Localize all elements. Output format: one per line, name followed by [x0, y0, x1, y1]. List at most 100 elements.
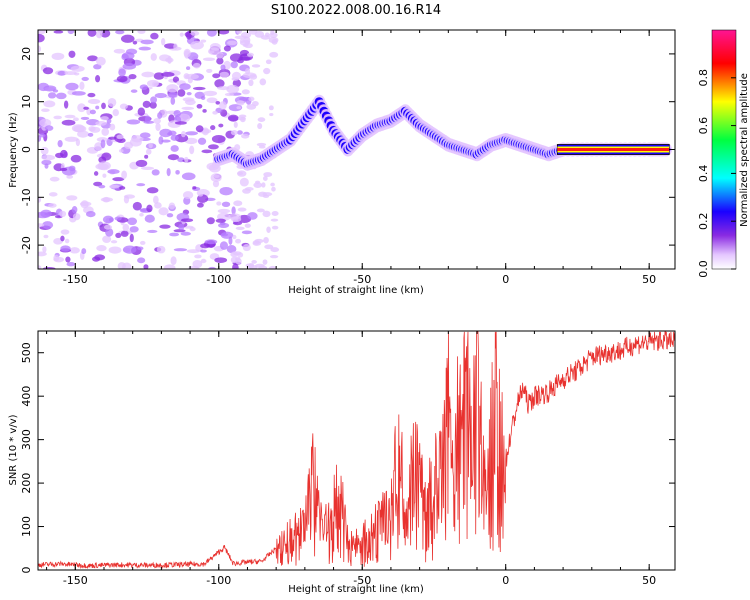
noise-blob	[96, 245, 107, 252]
noise-blob	[59, 210, 67, 218]
noise-blob	[170, 256, 177, 266]
noise-blob	[57, 70, 66, 76]
noise-blob	[87, 98, 101, 105]
noise-blob	[61, 119, 76, 126]
noise-blob	[60, 235, 65, 242]
noise-blob	[38, 33, 45, 43]
noise-blob	[100, 139, 106, 149]
noise-blob	[110, 240, 118, 244]
noise-blob	[38, 251, 47, 257]
noise-blob	[89, 126, 101, 133]
spectrogram-y-axis-label: Frequency (Hz)	[8, 112, 19, 188]
noise-blob	[180, 218, 194, 223]
x-tick-label: -150	[63, 574, 88, 587]
noise-blob	[103, 224, 113, 230]
noise-blob	[186, 249, 200, 254]
noise-blob	[170, 145, 179, 152]
noise-blob	[204, 239, 218, 245]
noise-blob	[182, 191, 194, 200]
noise-blob	[232, 221, 243, 226]
colorbar-label: Normalized spectral amplitude	[739, 73, 750, 227]
noise-blob	[173, 43, 178, 50]
noise-blob	[241, 89, 250, 95]
noise-blob	[41, 108, 50, 112]
noise-blob	[265, 59, 272, 65]
noise-blob	[206, 97, 218, 104]
noise-blob	[127, 217, 138, 226]
noise-blob	[158, 207, 169, 216]
y-tick-label: -20	[20, 236, 33, 254]
noise-blob	[141, 71, 155, 78]
noise-blob	[237, 207, 247, 212]
noise-blob	[158, 136, 164, 145]
noise-blob	[221, 201, 231, 208]
noise-blob	[53, 115, 62, 120]
noise-blob	[186, 66, 191, 70]
noise-blob	[271, 186, 276, 192]
noise-blob	[178, 223, 185, 231]
noise-blob	[263, 236, 269, 244]
noise-blob	[137, 107, 146, 116]
noise-blob	[260, 35, 271, 40]
noise-blob	[169, 232, 180, 237]
noise-blob	[150, 32, 159, 40]
noise-blob	[132, 40, 138, 45]
noise-blob	[128, 73, 137, 80]
noise-blob	[202, 57, 216, 61]
noise-blob	[192, 186, 197, 190]
noise-blob	[149, 101, 157, 109]
noise-blob	[258, 145, 266, 149]
noise-blob	[244, 68, 251, 75]
noise-blob	[193, 86, 206, 91]
y-tick-label: 400	[20, 386, 33, 407]
noise-blob	[52, 89, 59, 93]
noise-blob	[210, 125, 216, 131]
noise-blob	[109, 184, 120, 189]
noise-blob	[219, 71, 230, 78]
colorbar-gradient	[711, 29, 737, 270]
signal-ridge	[212, 94, 672, 171]
noise-blob	[215, 218, 226, 223]
noise-blob	[130, 89, 138, 93]
noise-blob	[262, 176, 268, 181]
noise-blob	[236, 106, 241, 110]
noise-blob	[235, 238, 242, 244]
noise-blob	[147, 229, 158, 233]
spectrogram-x-axis-label: Height of straight line (km)	[288, 285, 424, 296]
noise-blob	[66, 195, 78, 201]
noise-blob	[100, 116, 109, 121]
noise-blob	[262, 259, 268, 265]
noise-blob	[263, 67, 271, 75]
noise-blob	[183, 48, 191, 58]
noise-blob	[200, 243, 211, 249]
noise-blob	[138, 46, 152, 51]
noise-blob	[271, 211, 279, 216]
noise-blob	[69, 247, 80, 254]
noise-blob	[64, 136, 79, 142]
noise-blob	[139, 240, 146, 245]
colorbar-ticks: 0.0 0.2 0.4 0.6 0.8	[697, 69, 736, 278]
noise-blob	[239, 177, 249, 187]
carrier-band-core	[557, 148, 670, 151]
noise-blob	[219, 186, 233, 196]
noise-blob	[241, 230, 253, 235]
noise-blob	[150, 96, 158, 104]
x-tick-label: 50	[642, 574, 656, 587]
noise-blob	[262, 192, 273, 197]
noise-blob	[166, 167, 171, 177]
noise-blob	[96, 56, 106, 66]
noise-blob	[98, 184, 106, 189]
noise-blob	[120, 230, 129, 237]
noise-blob	[242, 244, 251, 252]
noise-blob	[38, 223, 45, 228]
noise-blob	[150, 53, 157, 61]
noise-blob	[102, 235, 112, 244]
noise-blob	[219, 101, 227, 110]
noise-blob	[47, 92, 57, 99]
noise-blob	[269, 32, 278, 38]
noise-blob	[230, 129, 238, 136]
noise-blob	[231, 216, 242, 223]
